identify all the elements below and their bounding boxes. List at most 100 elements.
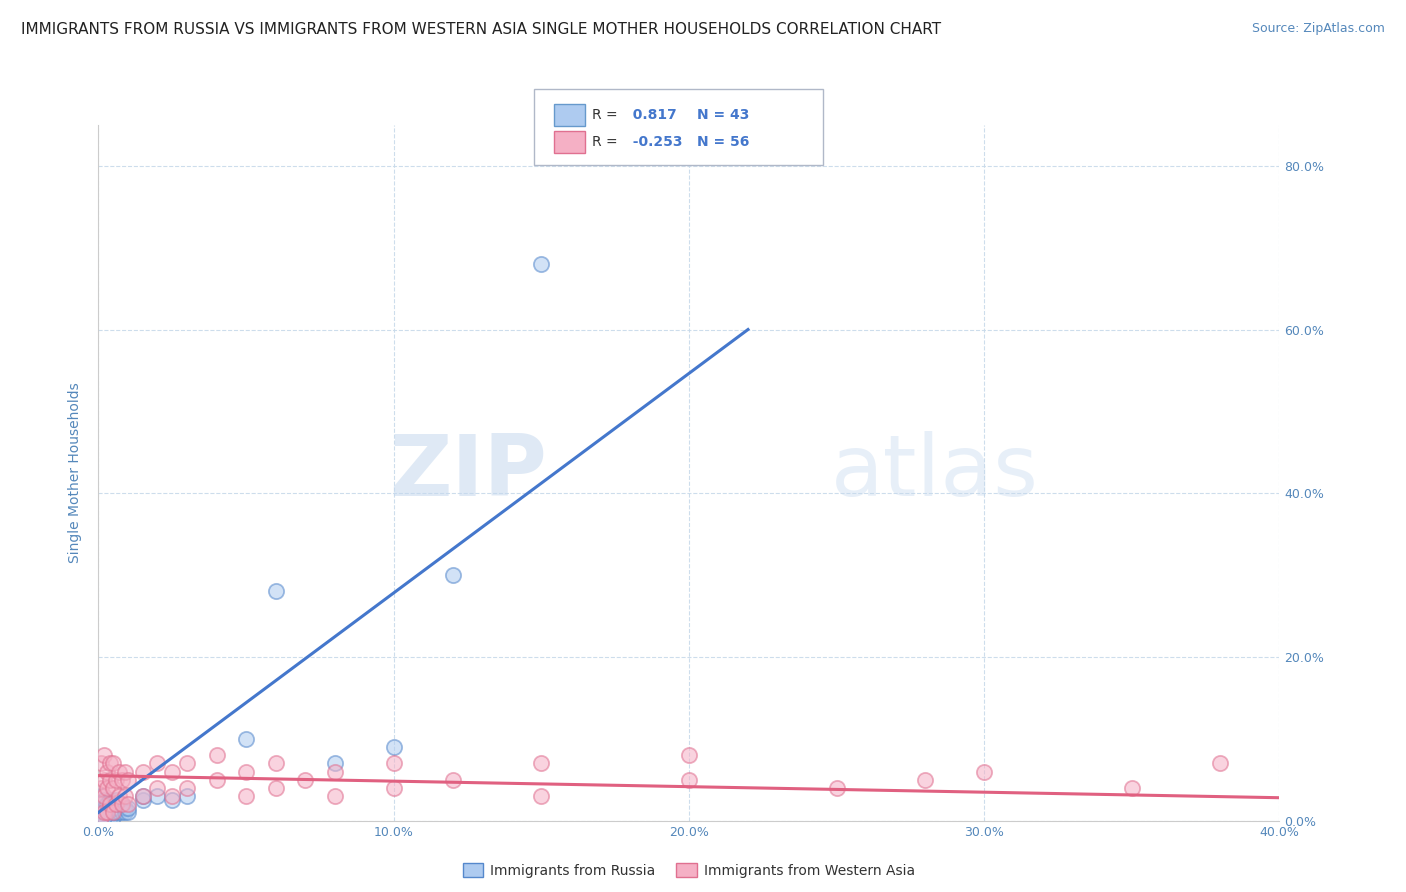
Point xyxy=(93,793,115,807)
Point xyxy=(93,801,115,815)
Point xyxy=(93,805,115,820)
Point xyxy=(96,805,118,820)
Point xyxy=(264,584,287,599)
Point xyxy=(98,756,121,771)
Point xyxy=(382,756,405,771)
Point xyxy=(90,809,112,823)
Point xyxy=(114,801,136,815)
Legend: Immigrants from Russia, Immigrants from Western Asia: Immigrants from Russia, Immigrants from … xyxy=(457,857,921,883)
Point xyxy=(98,793,121,807)
Text: ZIP: ZIP xyxy=(389,431,547,515)
Point xyxy=(117,797,139,812)
Point xyxy=(162,764,183,779)
Point xyxy=(117,801,139,815)
Point xyxy=(98,805,121,820)
Point xyxy=(678,748,700,763)
Point xyxy=(441,772,464,787)
Text: R =: R = xyxy=(592,135,621,149)
Point xyxy=(294,772,316,787)
Point xyxy=(98,797,121,812)
Point xyxy=(132,789,155,803)
Text: atlas: atlas xyxy=(831,431,1039,515)
Point xyxy=(90,797,112,812)
Point xyxy=(235,731,257,746)
Point xyxy=(264,780,287,795)
Point xyxy=(114,805,136,820)
Text: 0.817: 0.817 xyxy=(623,108,676,122)
Point xyxy=(323,756,346,771)
Point xyxy=(111,805,134,820)
Point xyxy=(111,797,134,812)
Point xyxy=(90,780,112,795)
Point xyxy=(111,772,134,787)
Y-axis label: Single Mother Households: Single Mother Households xyxy=(69,383,83,563)
Point xyxy=(914,772,936,787)
Text: R =: R = xyxy=(592,108,621,122)
Point xyxy=(96,780,118,795)
Point xyxy=(93,772,115,787)
Point xyxy=(441,568,464,582)
Point xyxy=(108,805,131,820)
Point xyxy=(825,780,848,795)
Point xyxy=(382,780,405,795)
Point xyxy=(111,797,134,812)
Point xyxy=(93,748,115,763)
Point xyxy=(103,801,125,815)
Point xyxy=(146,780,169,795)
Point xyxy=(323,789,346,803)
Point xyxy=(176,756,198,771)
Point xyxy=(264,756,287,771)
Text: Source: ZipAtlas.com: Source: ZipAtlas.com xyxy=(1251,22,1385,36)
Point xyxy=(105,805,128,820)
Point xyxy=(103,780,125,795)
Point xyxy=(98,809,121,823)
Point xyxy=(108,801,131,815)
Point xyxy=(205,772,228,787)
Text: N = 43: N = 43 xyxy=(697,108,749,122)
Point xyxy=(162,793,183,807)
Point xyxy=(117,805,139,820)
Point xyxy=(132,793,155,807)
Point xyxy=(132,764,155,779)
Point xyxy=(205,748,228,763)
Point xyxy=(103,805,125,820)
Point xyxy=(90,809,112,823)
Point xyxy=(235,764,257,779)
Point xyxy=(90,789,112,803)
Point xyxy=(176,789,198,803)
Point xyxy=(105,772,128,787)
Point xyxy=(103,809,125,823)
Point xyxy=(323,764,346,779)
Point xyxy=(530,789,553,803)
Text: N = 56: N = 56 xyxy=(697,135,749,149)
Point xyxy=(176,780,198,795)
Point xyxy=(103,756,125,771)
Point xyxy=(93,789,115,803)
Point xyxy=(530,257,553,271)
Point xyxy=(96,805,118,820)
Point xyxy=(98,772,121,787)
Point xyxy=(114,764,136,779)
Point xyxy=(1121,780,1143,795)
Point xyxy=(146,756,169,771)
Point xyxy=(105,801,128,815)
Point xyxy=(105,797,128,812)
Point xyxy=(973,764,995,779)
Point xyxy=(96,797,118,812)
Point xyxy=(90,809,112,823)
Point xyxy=(117,772,139,787)
Point xyxy=(93,805,115,820)
Point xyxy=(90,756,112,771)
Point xyxy=(90,805,112,820)
Point xyxy=(530,756,553,771)
Point xyxy=(678,772,700,787)
Point xyxy=(96,809,118,823)
Point xyxy=(103,805,125,820)
Point xyxy=(93,809,115,823)
Point xyxy=(1209,756,1232,771)
Point xyxy=(162,789,183,803)
Point xyxy=(98,801,121,815)
Point xyxy=(235,789,257,803)
Point xyxy=(96,807,118,822)
Point xyxy=(96,764,118,779)
